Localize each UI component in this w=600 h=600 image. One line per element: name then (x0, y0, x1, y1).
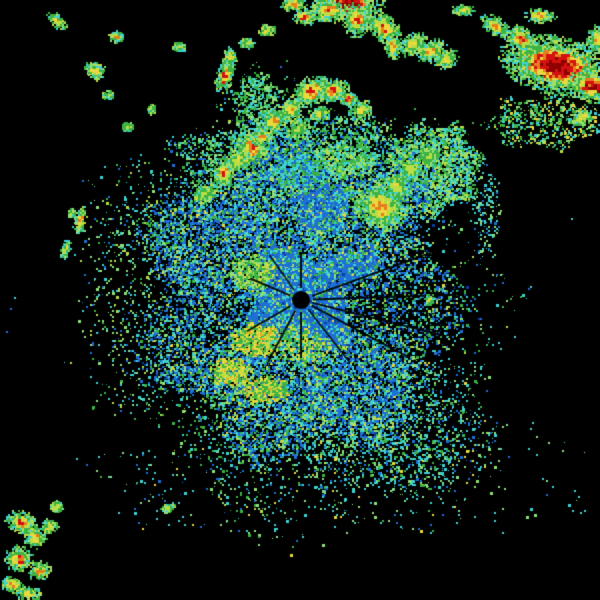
radar-reflectivity-canvas (0, 0, 600, 600)
radar-display (0, 0, 600, 600)
